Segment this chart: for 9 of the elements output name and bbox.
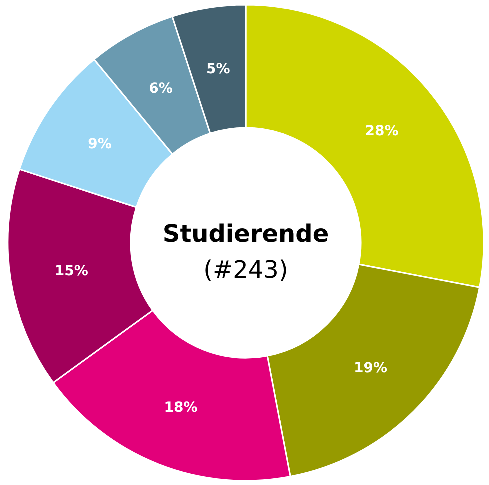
data-label: 18% [164,400,198,416]
data-label: 6% [149,81,173,98]
text: Studierende [162,220,330,248]
data-label: 19% [354,360,388,377]
data-label: 5% [206,62,230,78]
data-label: 9% [88,136,112,153]
data-label: 28% [365,123,399,140]
text: (#243) [204,256,288,284]
data-label: 15% [54,264,88,280]
